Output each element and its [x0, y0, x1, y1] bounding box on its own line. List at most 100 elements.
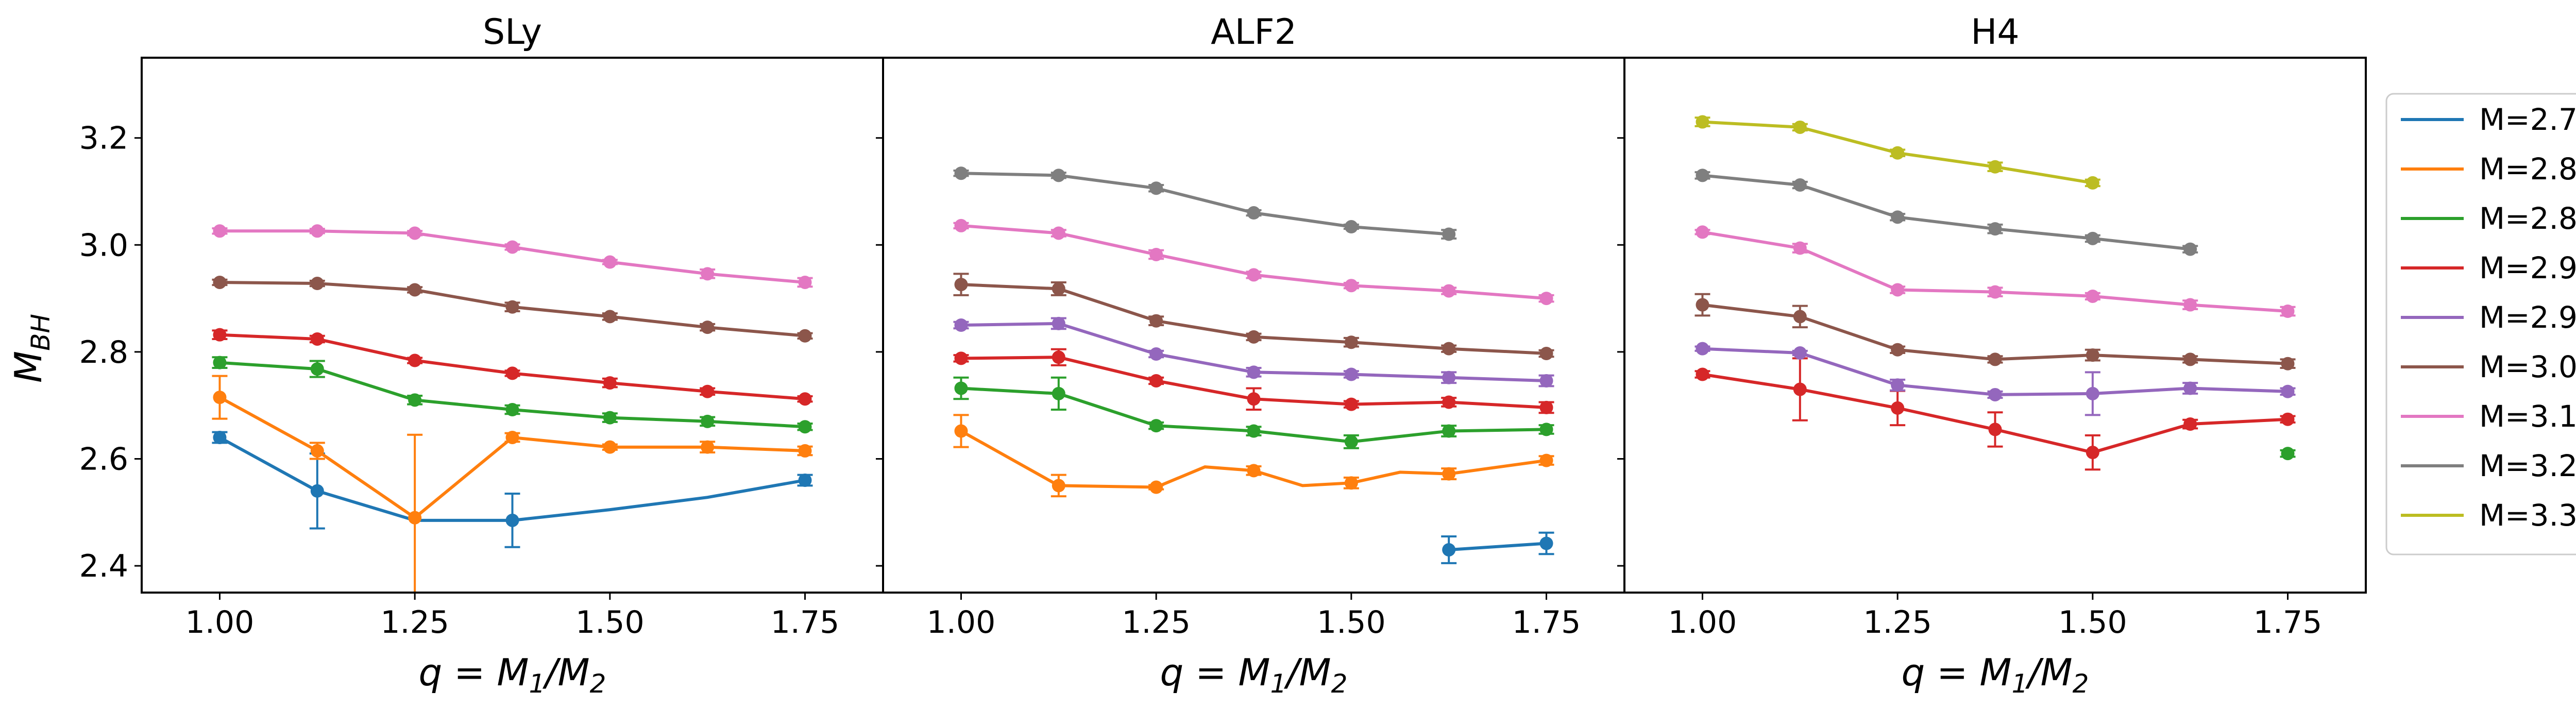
data-point — [310, 444, 324, 458]
data-point — [310, 224, 324, 238]
data-point — [2281, 412, 2295, 426]
data-point — [1696, 298, 1709, 312]
data-point — [603, 440, 617, 454]
series-M=2.75 — [212, 430, 813, 548]
y-tick-label: 2.4 — [79, 548, 128, 584]
legend-item: M=3.0 — [2401, 349, 2576, 384]
data-point — [310, 332, 324, 346]
data-point — [798, 444, 812, 458]
data-point — [2183, 298, 2197, 312]
data-point — [408, 511, 422, 525]
series-line — [1702, 174, 2191, 251]
data-point — [1052, 386, 1065, 400]
data-point — [954, 278, 968, 292]
y-axis-label-subscript: BH — [26, 314, 56, 351]
data-point — [1344, 279, 1358, 293]
data-point — [1344, 476, 1358, 490]
data-point — [1442, 227, 1456, 241]
panel-h4: 1.00 1.25 1.50 1.75 H4 q = M1/M2 — [1617, 12, 2367, 699]
data-point — [1988, 285, 2002, 299]
x-label-part: q = M — [1160, 651, 1270, 694]
data-point — [1891, 343, 1905, 357]
data-point — [1793, 241, 1807, 255]
data-point — [1442, 284, 1456, 298]
data-point — [701, 440, 715, 454]
data-point — [1247, 206, 1261, 220]
legend-label: M=2.8 — [2479, 151, 2576, 187]
data-point — [310, 362, 324, 376]
data-point — [798, 420, 812, 434]
x-tick-label: 1.50 — [1317, 604, 1386, 640]
data-point — [2183, 381, 2197, 395]
series-M=3.1 — [212, 224, 813, 289]
data-point — [1052, 168, 1065, 182]
x-tick-label: 1.50 — [575, 604, 645, 640]
data-point — [1442, 424, 1456, 438]
series-line — [960, 429, 1547, 489]
data-point — [603, 255, 617, 269]
data-point — [1988, 352, 2002, 366]
data-point — [1052, 479, 1065, 493]
data-point — [1442, 467, 1456, 481]
data-point — [213, 356, 227, 369]
panel-sly: 2.4 2.6 2.8 3.0 3.2 1.00 1.25 1.50 1.75 SLy q = M1… — [79, 12, 884, 699]
data-point — [1052, 226, 1065, 240]
panel-data — [953, 166, 1554, 564]
x-tick-label: 1.00 — [185, 604, 255, 640]
data-point — [1539, 423, 1553, 436]
legend-label: M=2.75 — [2479, 102, 2576, 137]
x-tick-label: 1.75 — [2253, 604, 2323, 640]
data-point — [213, 391, 227, 404]
legend-item: M=3.2 — [2401, 448, 2576, 483]
legend-item: M=2.9 — [2401, 250, 2576, 285]
data-point — [408, 353, 422, 367]
legend: M=2.75 M=2.8 M=2.85 M=2.9 M=2.95 M=3.0 M=3.1 M=… — [2385, 93, 2576, 555]
data-point — [2086, 289, 2099, 303]
data-point — [2086, 231, 2099, 245]
series-M=2.9 — [953, 348, 1554, 414]
legend-item: M=3.1 — [2401, 399, 2576, 434]
data-point — [2086, 176, 2099, 190]
data-point — [2086, 348, 2099, 362]
data-point — [1442, 543, 1456, 557]
data-point — [1793, 382, 1807, 396]
data-point — [213, 430, 227, 444]
data-point — [1149, 419, 1163, 433]
series-M=2.95 — [953, 316, 1554, 387]
series-M=3.2 — [953, 166, 1457, 241]
data-point — [1149, 347, 1163, 361]
data-point — [1793, 346, 1807, 360]
data-point — [1696, 168, 1709, 182]
x-axis-label: q = M1/M2 — [1160, 651, 1348, 699]
data-point — [310, 277, 324, 291]
data-point — [954, 424, 968, 438]
x-tick-label: 1.00 — [927, 604, 996, 640]
legend-frame — [2385, 93, 2576, 555]
x-label-subscript: 1 — [2011, 669, 2028, 699]
panel-title: ALF2 — [1211, 12, 1297, 53]
data-point — [310, 484, 324, 498]
x-label-part: q = M — [1902, 651, 2012, 694]
panel-title: H4 — [1971, 12, 2019, 53]
data-point — [408, 393, 422, 407]
series-M=3.0 — [953, 273, 1554, 361]
x-label-part: /M — [542, 651, 589, 694]
data-point — [1247, 268, 1261, 282]
x-tick-label: 1.25 — [1122, 604, 1191, 640]
data-point — [1149, 374, 1163, 387]
series-M=3.0 — [1694, 293, 2296, 370]
series-M=3.1 — [953, 218, 1554, 306]
series-M=2.85 — [212, 356, 813, 434]
y-tick-label: 2.6 — [79, 442, 128, 478]
x-tick-label: 1.25 — [380, 604, 449, 640]
data-point — [603, 411, 617, 425]
legend-item: M=3.3 — [2401, 498, 2576, 533]
data-point — [798, 275, 812, 289]
panel-data — [212, 224, 813, 593]
data-point — [1442, 370, 1456, 384]
data-point — [954, 351, 968, 365]
legend-item: M=2.75 — [2401, 102, 2576, 137]
series-M=2.9 — [212, 328, 813, 406]
x-tick-label: 1.75 — [1512, 604, 1581, 640]
data-point — [1539, 400, 1553, 414]
